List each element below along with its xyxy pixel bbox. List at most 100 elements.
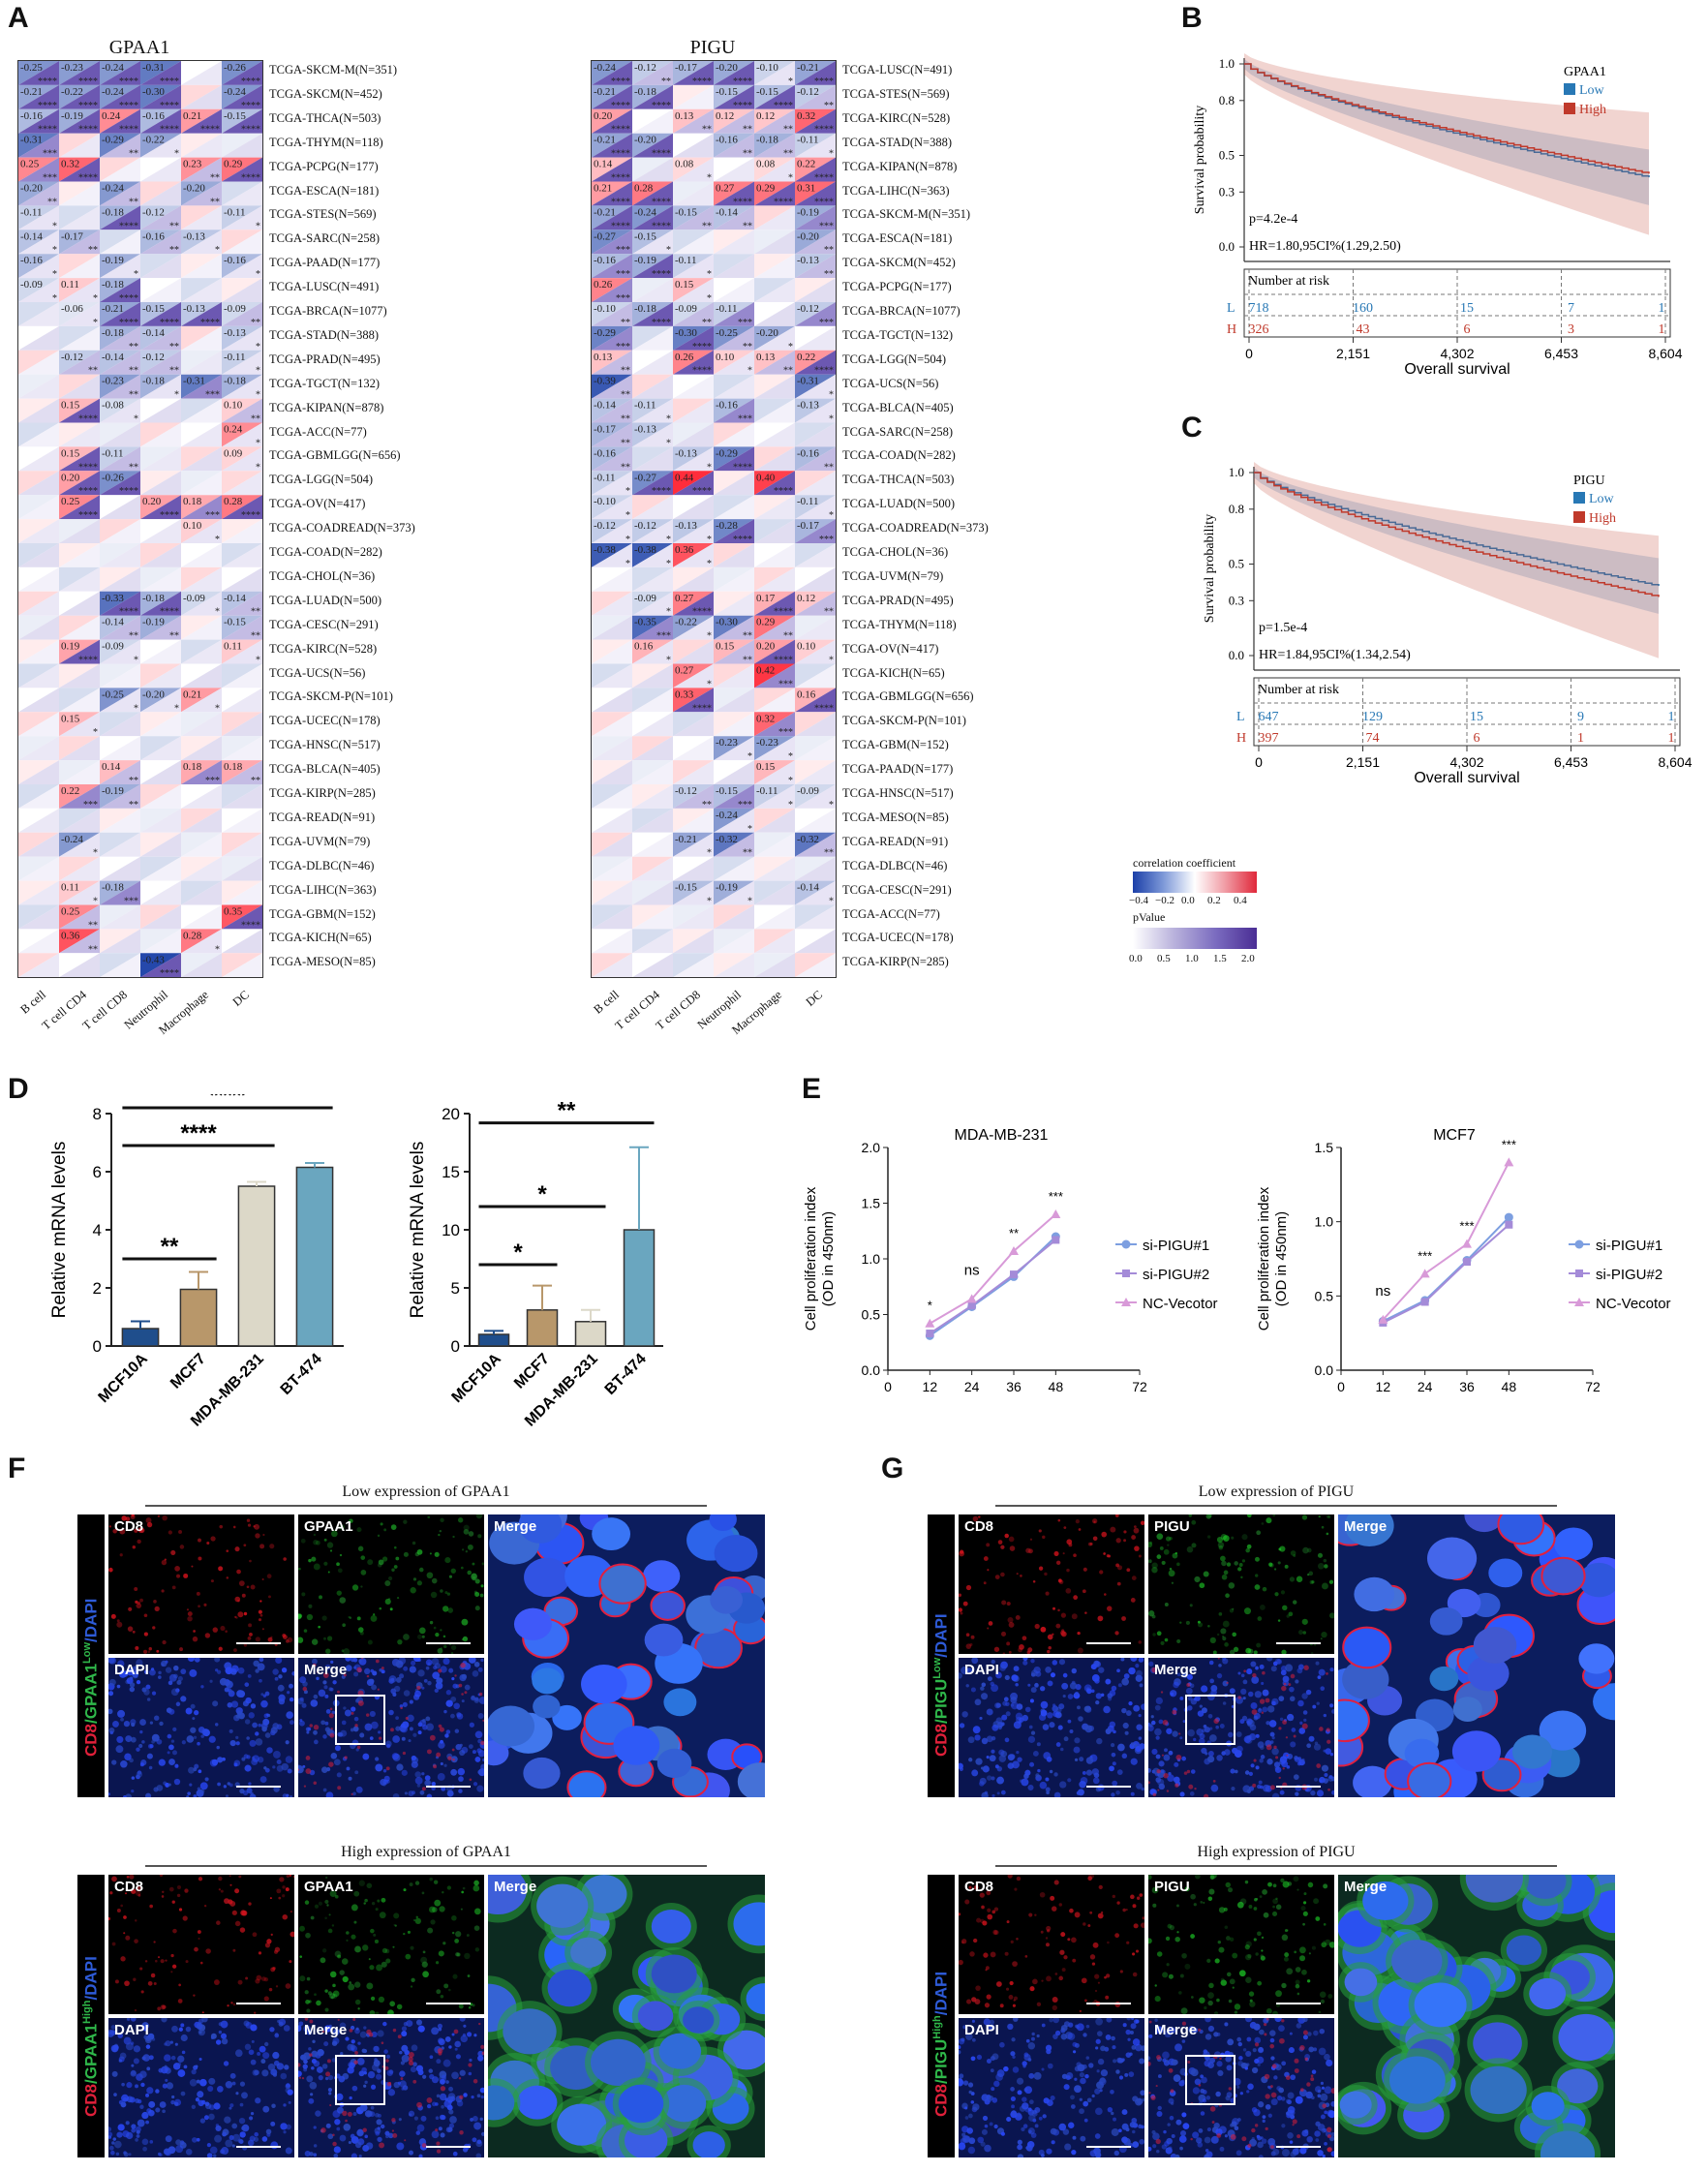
side-label-marker: /GPAA1 xyxy=(81,2023,101,2084)
dapi-nucleus xyxy=(271,2103,276,2108)
dapi-nucleus xyxy=(1015,1683,1019,1687)
heatmap-corr-triangle xyxy=(592,736,632,761)
cd8-signal xyxy=(1133,1923,1139,1929)
green-signal xyxy=(439,1906,445,1912)
side-label-cd8: CD8 xyxy=(931,1723,951,1757)
merge-cd8-signal xyxy=(385,2059,389,2063)
heatmap-cell-value: -0.19 xyxy=(102,255,124,266)
dapi-nucleus xyxy=(336,1772,342,1778)
heatmap-row-label: TCGA-CESC(N=291) xyxy=(842,882,952,897)
heatmap-cell-value: -0.13 xyxy=(224,327,246,339)
heatmap-cell-stars: * xyxy=(134,703,138,714)
dapi-nucleus xyxy=(278,1698,286,1705)
heatmap-cell-stars: * xyxy=(666,245,671,256)
green-signal xyxy=(304,1990,309,1995)
legend-corr-tick: −0.2 xyxy=(1155,895,1174,906)
merge-cd8-signal xyxy=(460,1662,466,1668)
green-signal xyxy=(393,1565,398,1569)
cd8-signal xyxy=(259,1600,262,1603)
heatmap-p-triangle xyxy=(181,471,222,496)
heatmap-p-triangle xyxy=(754,108,795,134)
green-signal xyxy=(1244,1880,1249,1884)
heatmap-cell-stars: * xyxy=(174,390,179,401)
dapi-nucleus xyxy=(260,2059,266,2065)
dapi-nucleus xyxy=(473,1782,478,1787)
merge-cd8-signal xyxy=(330,1728,333,1730)
dapi-nucleus xyxy=(108,1708,113,1715)
heatmap-p-triangle xyxy=(140,639,181,664)
green-signal xyxy=(1302,1922,1305,1926)
dapi-nucleus xyxy=(1124,2072,1129,2077)
heatmap-cell-stars: * xyxy=(256,366,260,377)
heatmap-cell-value: -0.16 xyxy=(594,447,616,459)
dapi-nucleus xyxy=(1053,1791,1061,1797)
km-legend-high-swatch xyxy=(1564,103,1575,114)
heatmap-cell-stars: **** xyxy=(200,125,220,136)
heatmap-p-triangle xyxy=(100,663,140,688)
cd8-signal xyxy=(1058,1578,1062,1582)
merge-cd8-signal xyxy=(303,1785,307,1788)
heatmap-cell-value: -0.23 xyxy=(716,737,738,749)
dapi-nucleus xyxy=(336,2126,341,2131)
heatmap-cell-value: -0.21 xyxy=(102,303,124,315)
green-signal xyxy=(376,1964,383,1972)
dapi-nucleus xyxy=(317,2049,324,2057)
merge-cd8-signal xyxy=(351,1792,353,1796)
dapi-nucleus xyxy=(1140,2045,1144,2052)
cd8-signal xyxy=(148,1646,153,1651)
dapi-nucleus xyxy=(445,2080,449,2084)
green-signal xyxy=(326,1904,329,1907)
green-signal xyxy=(360,1570,367,1575)
cd8-signal xyxy=(133,1977,137,1981)
green-signal xyxy=(1203,1901,1205,1904)
cd8-signal xyxy=(968,1885,972,1889)
merge-cd8-signal xyxy=(473,2078,478,2084)
heatmap-corr-triangle xyxy=(222,688,262,713)
cd8-signal xyxy=(1022,1636,1027,1641)
dapi-nucleus xyxy=(266,1747,273,1754)
dapi-nucleus xyxy=(442,2059,451,2067)
dapi-nucleus xyxy=(187,1791,191,1796)
dapi-nucleus xyxy=(443,1709,447,1714)
heatmap-p-triangle xyxy=(754,856,795,881)
heatmap-row-label: TCGA-BRCA(N=1077) xyxy=(842,304,961,318)
dapi-nucleus xyxy=(476,1785,484,1792)
cd8-signal xyxy=(258,1951,262,1955)
heatmap-p-triangle xyxy=(140,350,181,375)
dapi-nucleus xyxy=(198,2058,202,2062)
merge-cd8-signal xyxy=(349,2029,353,2033)
heatmap-cell-value: 0.31 xyxy=(797,183,815,195)
cd8-signal xyxy=(290,1931,294,1938)
merge-cd8-signal xyxy=(1148,1781,1150,1785)
heatmap-p-triangle xyxy=(592,808,632,833)
heatmap-cell-value: 0.15 xyxy=(61,713,80,724)
cd8-signal xyxy=(959,1912,961,1916)
dapi-nucleus xyxy=(392,1792,400,1797)
dapi-nucleus xyxy=(450,1713,455,1719)
green-signal xyxy=(396,2004,403,2010)
heatmap-p-triangle xyxy=(18,519,59,543)
heatmap-cell-stars: * xyxy=(747,366,752,377)
heatmap-corr-triangle xyxy=(795,61,836,85)
dapi-nucleus xyxy=(338,2075,346,2083)
heatmap-p-triangle xyxy=(59,736,100,761)
heatmap-corr-triangle xyxy=(714,398,754,423)
cd8-signal xyxy=(134,1587,138,1592)
green-signal xyxy=(316,1540,320,1545)
merge-cd8-signal xyxy=(298,2076,302,2079)
heatmap-corr-triangle xyxy=(222,108,262,134)
dapi-nucleus xyxy=(145,2093,150,2097)
dapi-nucleus xyxy=(401,1736,406,1741)
line-x-tick-label: 48 xyxy=(1502,1379,1517,1394)
heatmap-corr-triangle xyxy=(673,108,714,134)
heatmap-p-triangle xyxy=(140,302,181,326)
dapi-nucleus xyxy=(1323,1713,1327,1718)
green-signal xyxy=(391,1568,395,1572)
heatmap-p-triangle xyxy=(795,471,836,496)
dapi-nucleus xyxy=(377,2136,382,2143)
heatmap-p-triangle xyxy=(181,422,222,447)
zoom-nucleus xyxy=(1467,1655,1510,1692)
dapi-nucleus xyxy=(227,1688,231,1693)
green-signal xyxy=(1193,1903,1197,1907)
heatmap-corr-triangle xyxy=(754,325,795,351)
